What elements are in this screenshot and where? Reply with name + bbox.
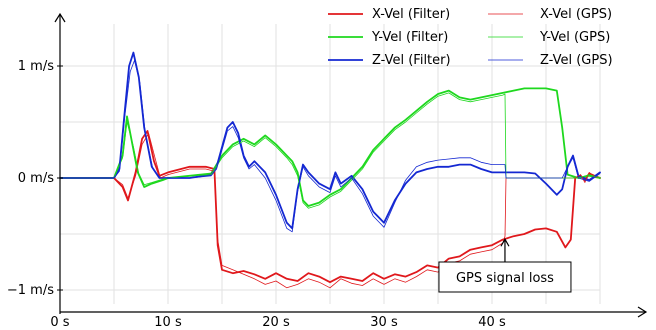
legend: X-Vel (Filter) X-Vel (GPS) Y-Vel (Filter) Y… [328,7,613,68]
legend-label: Z-Vel (GPS) [540,53,613,68]
x-tick-label: 0 s [50,315,69,330]
x-tick-label: 40 s [478,315,506,330]
x-tick-label: 30 s [370,315,398,330]
legend-label: Y-Vel (GPS) [539,30,610,45]
y-tick-label: 1 m/s [18,59,54,74]
legend-label: Z-Vel (Filter) [372,53,451,68]
x-tick-label: 10 s [154,315,182,330]
x-tick-label: 20 s [262,315,290,330]
legend-label: Y-Vel (Filter) [371,30,448,45]
legend-label: X-Vel (GPS) [540,7,612,22]
y-tick-label: 0 m/s [18,171,54,186]
y-tick-label: −1 m/s [7,283,54,298]
annotation-text: GPS signal loss [456,271,554,286]
annotation: GPS signal loss [439,239,571,292]
legend-label: X-Vel (Filter) [372,7,450,22]
